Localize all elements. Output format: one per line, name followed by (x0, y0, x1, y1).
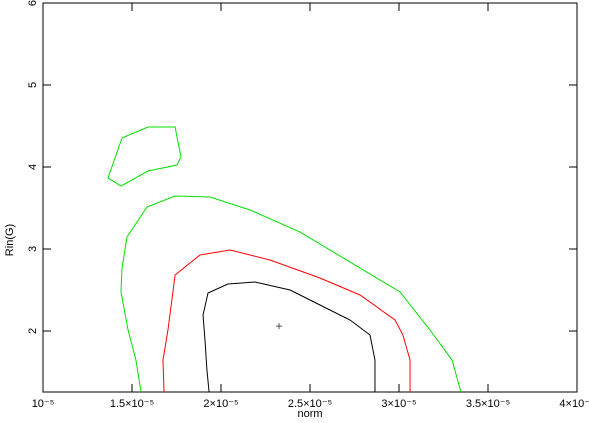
y-tick-label: 3 (27, 246, 39, 252)
y-axis-label: Rin(G) (4, 224, 16, 256)
x-tick-label: 1.5×10⁻⁵ (110, 398, 154, 410)
y-tick-label: 2 (27, 328, 39, 334)
x-tick-label: 2.5×10⁻⁵ (288, 398, 332, 410)
contour-line (107, 126, 182, 187)
y-tick-label: 4 (27, 164, 39, 170)
plot-frame (42, 2, 578, 393)
y-tick-label: 6 (27, 0, 39, 6)
x-tick-label: 10⁻⁵ (32, 398, 55, 410)
x-tick-label: 3.5×10⁻⁵ (466, 398, 510, 410)
y-tick-label: 5 (27, 82, 39, 88)
x-tick-label: 3×10⁻⁵ (381, 398, 416, 410)
x-axis-label: norm (297, 408, 322, 420)
contour-line (120, 195, 462, 393)
best-fit-marker (276, 323, 283, 330)
contour-line (202, 281, 376, 393)
x-tick-label: 4×10⁻⁵ (559, 398, 589, 410)
x-tick-label: 2×10⁻⁵ (203, 398, 238, 410)
contour-line (162, 249, 411, 393)
